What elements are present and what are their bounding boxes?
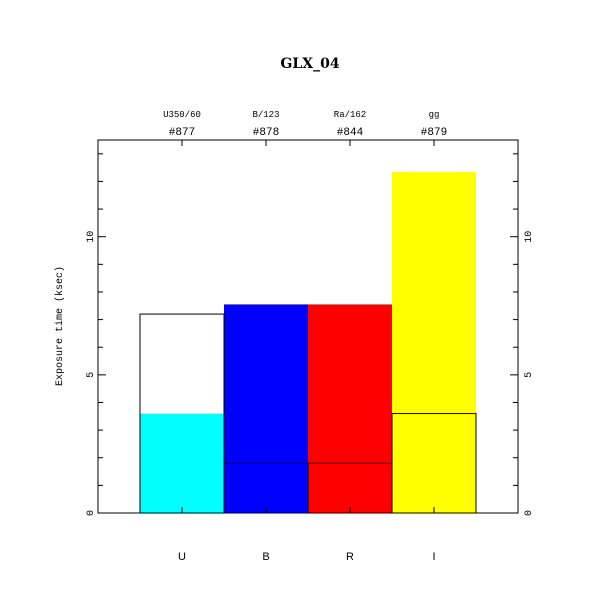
chart-title: GLX_04 [280, 56, 339, 72]
y-tick-label-right: 0 [524, 510, 535, 516]
category-label-B: B [262, 551, 269, 563]
y-axis-label: Exposure time (ksec) [54, 266, 66, 386]
filter-label-U: U350/60 [163, 110, 201, 120]
labels-group: U350/60 #877 U B/123 #878 B Ra/162 #844 Rgg #879 I… [86, 110, 535, 563]
y-tick-label-left: 10 [86, 231, 97, 243]
filter-label-R: Ra/162 [334, 110, 366, 120]
bars-group [140, 171, 476, 513]
bar-U [140, 413, 224, 513]
y-tick-label-right: 10 [524, 231, 535, 243]
id-label-R: #844 [337, 127, 364, 139]
bar-I [392, 171, 476, 513]
filter-label-I: gg [429, 110, 440, 120]
category-label-R: R [346, 551, 354, 563]
filter-label-B: B/123 [252, 110, 279, 120]
category-label-U: U [178, 551, 186, 563]
id-label-U: #877 [169, 127, 195, 139]
bar-B [224, 304, 308, 513]
plot-frame [97, 139, 519, 514]
category-label-I: I [432, 551, 435, 563]
bar-R [308, 304, 392, 513]
id-label-B: #878 [253, 127, 279, 139]
y-tick-label-right: 5 [524, 372, 535, 378]
y-tick-label-left: 5 [86, 372, 97, 378]
ticks-group [98, 140, 518, 514]
y-tick-label-left: 0 [86, 510, 97, 516]
id-label-I: #879 [421, 127, 447, 139]
